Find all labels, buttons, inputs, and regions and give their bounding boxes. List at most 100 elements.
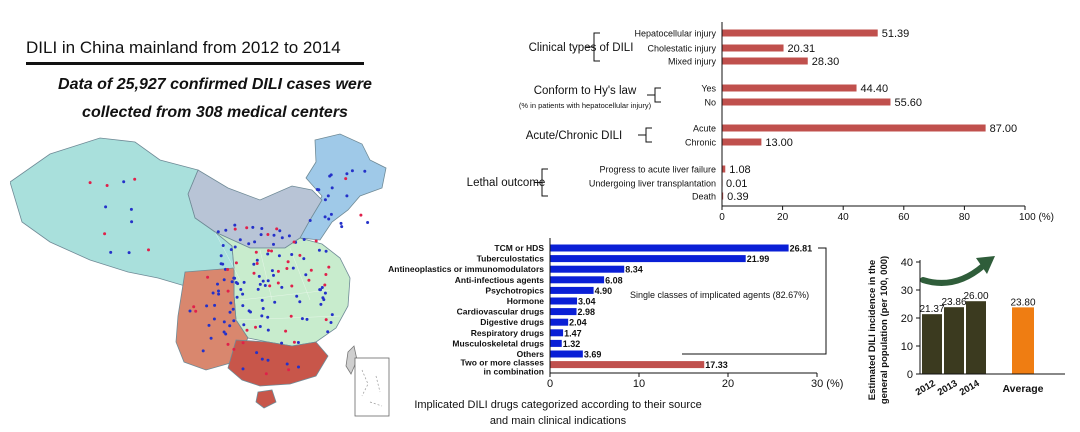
map-center-dot <box>290 253 294 256</box>
incidence-bar <box>1012 307 1034 374</box>
drug-value-label: 6.08 <box>605 275 623 285</box>
map-center-dot <box>255 351 259 355</box>
map-center-dot <box>147 248 150 252</box>
drug-bars: TCM or HDS 26.81 Tuberculostatics 21.99 Anti… <box>388 243 827 377</box>
incidence-value-label: 23.86 <box>941 297 966 308</box>
drug-value-label: 3.04 <box>578 297 596 307</box>
incidence-value-label: 21.37 <box>919 304 944 315</box>
map-center-dot <box>285 267 289 270</box>
drug-bar <box>550 318 569 326</box>
drug-bar <box>550 286 594 294</box>
clinical-value-label: 13.00 <box>765 137 793 149</box>
map-center-dot <box>255 258 259 262</box>
map-center-dot <box>249 310 252 314</box>
drug-category-label: Two or more classes <box>461 358 545 368</box>
map-center-dot <box>273 300 277 304</box>
drug-category-label: Tuberculostatics <box>477 254 545 264</box>
map-center-dot <box>280 285 284 289</box>
map-center-dot <box>275 227 279 231</box>
map-center-dot <box>103 232 107 236</box>
drug-bar <box>550 276 605 284</box>
drug-bar <box>550 244 789 252</box>
clinical-bar <box>722 138 762 146</box>
map-center-dot <box>266 358 270 362</box>
drug-single-class-bracket <box>682 247 827 355</box>
drug-category-label: Respiratory drugs <box>471 328 544 338</box>
incidence-x-tick-label: 2014 <box>958 378 982 398</box>
map-center-dot <box>188 309 192 313</box>
map-center-dot <box>260 227 264 230</box>
trend-arrow-head <box>976 256 995 274</box>
clinical-x-tick-label: 60 <box>898 212 910 223</box>
map-center-dot <box>234 261 238 265</box>
clinical-category-label: Undergoing liver transplantation <box>589 179 716 189</box>
map-center-dot <box>233 223 237 227</box>
map-center-dot <box>88 181 92 185</box>
map-center-dot <box>276 269 280 273</box>
map-center-dot <box>233 227 237 231</box>
map-center-dot <box>344 177 348 181</box>
map-center-dot <box>241 292 245 296</box>
drug-x-tick-label: 10 <box>633 378 645 390</box>
clinical-group-bracket <box>654 87 661 103</box>
map-center-dot <box>130 220 134 224</box>
drug-value-label: 4.90 <box>595 286 613 296</box>
map-center-dot <box>241 341 245 345</box>
clinical-value-label: 0.01 <box>726 178 747 190</box>
map-center-dot <box>329 321 333 324</box>
map-center-dot <box>219 262 223 266</box>
drug-category-label: Anti-infectious agents <box>455 275 545 285</box>
map-center-dot <box>264 372 268 376</box>
clinical-group-bracket <box>645 127 652 143</box>
map-center-dot <box>233 245 237 249</box>
map-center-dot <box>194 309 198 313</box>
clinical-bar <box>722 165 726 173</box>
map-center-dot <box>260 357 264 361</box>
map-center-dot <box>256 287 260 291</box>
map-center-dot <box>212 317 216 321</box>
clinical-bar <box>722 44 784 52</box>
map-center-dot <box>232 347 236 351</box>
clinical-group-label: Lethal outcome <box>467 177 546 189</box>
drug-bar <box>550 350 583 358</box>
map-center-dot <box>206 275 210 279</box>
clinical-value-label: 0.39 <box>727 191 748 203</box>
map-center-dot <box>222 320 226 324</box>
incidence-x-tick-label: 2013 <box>936 378 960 398</box>
map-center-dot <box>129 207 133 211</box>
map-center-dot <box>317 248 321 252</box>
map-region-northeast <box>299 133 387 241</box>
clinical-group-sublabel: (% in patients with hepatocellular injur… <box>519 101 652 110</box>
clinical-bar <box>722 29 878 37</box>
drug-value-label: 2.04 <box>569 318 587 328</box>
map-center-dot <box>252 262 256 266</box>
map-center-dot <box>304 273 308 277</box>
incidence-x-tick-label: Average <box>1002 383 1043 395</box>
map-center-dot <box>300 317 304 321</box>
map-center-dot <box>308 219 312 222</box>
map-center-dot <box>324 273 328 276</box>
south-sea-inset <box>354 357 390 417</box>
clinical-category-label: Progress to acute liver failure <box>599 165 716 175</box>
clinical-groups: Clinical types of DILI Conform to Hy's la… <box>467 32 661 197</box>
map-center-dot <box>292 240 296 244</box>
map-center-dot <box>295 294 299 298</box>
drug-category-label: Psychotropics <box>485 285 544 295</box>
clinical-x-tick-label: 100 (%) <box>1019 212 1054 223</box>
clinical-category-label: Acute <box>693 124 716 134</box>
map-center-dot <box>260 298 264 302</box>
incidence-y-tick-label: 20 <box>901 313 913 325</box>
drug-x-tick-label: 0 <box>547 378 553 390</box>
map-center-dot <box>252 271 256 275</box>
map-center-dot <box>260 314 264 318</box>
map-center-dot <box>222 330 226 334</box>
clinical-bar <box>722 124 986 132</box>
map-center-dot <box>287 368 291 372</box>
map-center-dot <box>205 304 209 308</box>
drug-x-axis-title-line1: Implicated DILI drugs categorized accord… <box>414 399 701 411</box>
map-center-dot <box>297 365 300 369</box>
map-center-dot <box>266 328 270 332</box>
map-center-dot <box>268 284 272 288</box>
incidence-y-axis: 0 10 20 30 40 Estimated DILI incidence in the… <box>867 256 1065 404</box>
map-center-dot <box>309 268 313 272</box>
